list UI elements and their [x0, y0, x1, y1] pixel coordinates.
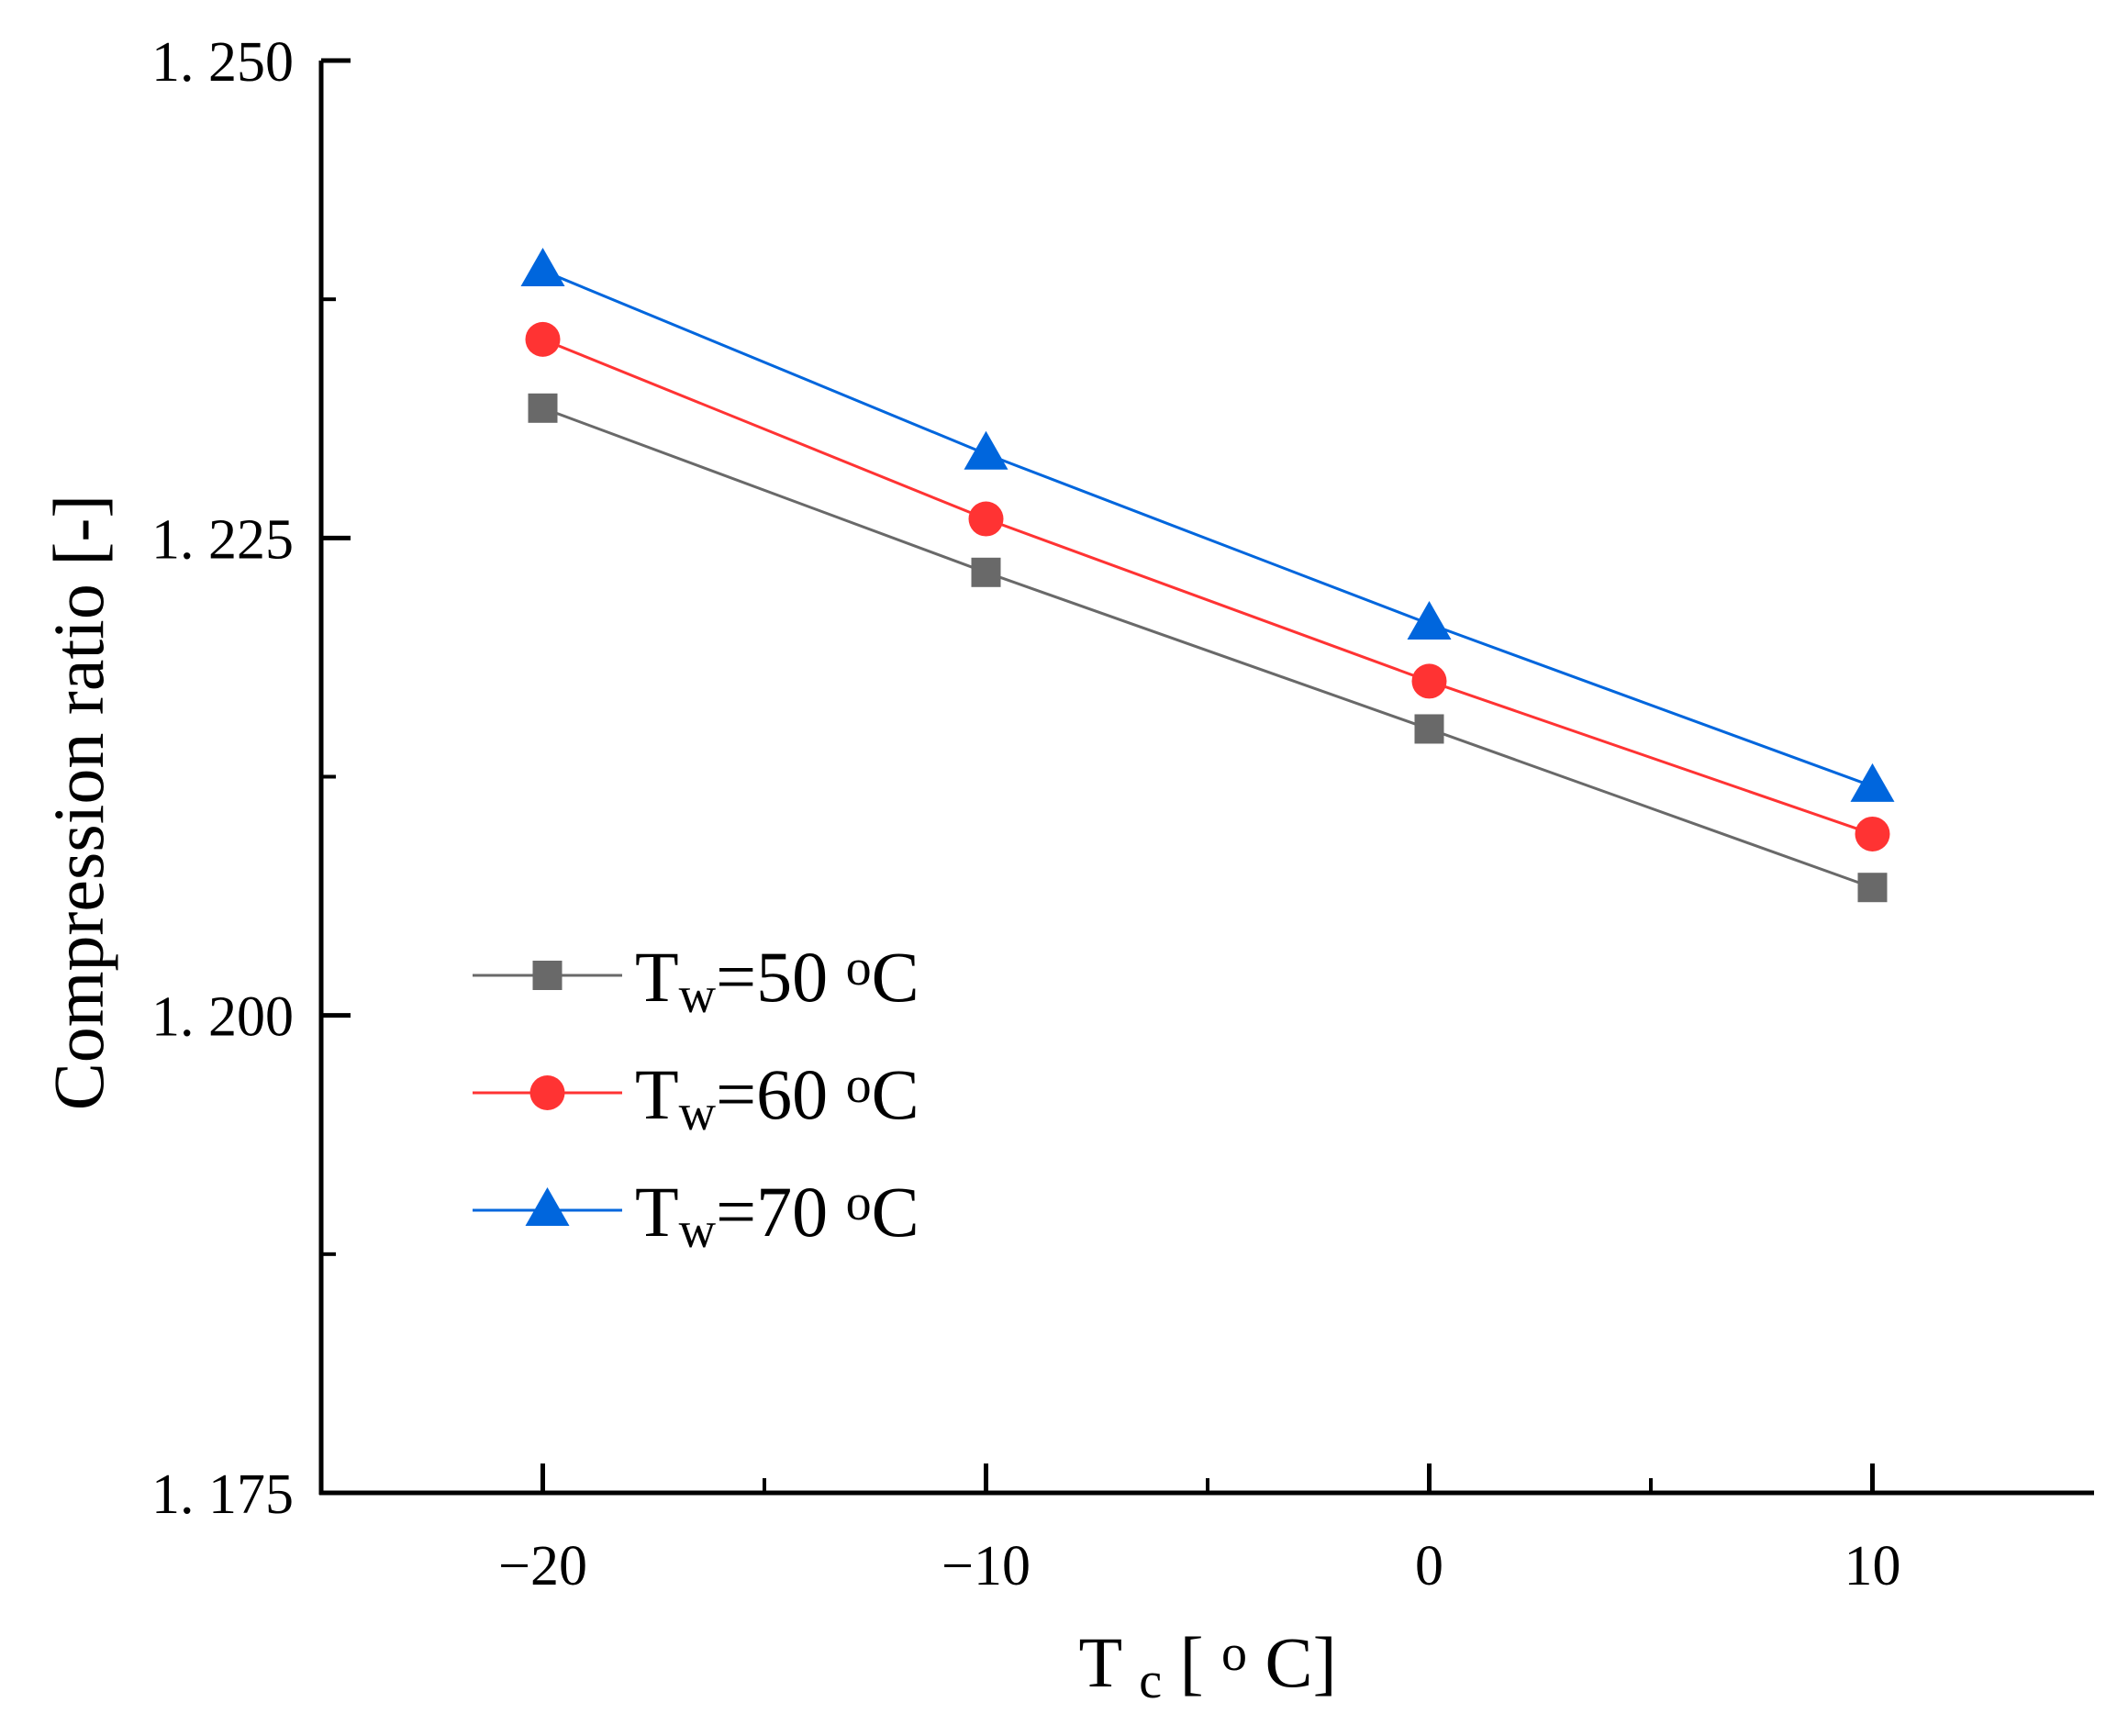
y-tick-label: 1. 200: [151, 986, 294, 1049]
data-point-triangle: [1850, 762, 1895, 802]
x-axis-title-sup: o: [1221, 1625, 1247, 1682]
legend-label: Tw=60 oC: [635, 1054, 919, 1141]
legend-entry-circle: Tw=60 oC: [473, 1054, 919, 1141]
data-point-square: [971, 557, 1001, 587]
legend-label: Tw=70 oC: [635, 1172, 919, 1259]
data-point-triangle: [1407, 600, 1452, 640]
series-layer: [520, 247, 1895, 903]
x-ticks: −20 −10 0 10: [498, 1463, 1901, 1597]
legend-entry-triangle: Tw=70 oC: [473, 1172, 919, 1259]
series-triangle: [520, 247, 1895, 802]
data-point-circle: [525, 321, 561, 357]
y-ticks: 1. 175 1. 200 1. 225 1. 250: [151, 31, 351, 1526]
data-point-circle: [968, 501, 1004, 537]
legend-marker-triangle: [525, 1187, 570, 1226]
x-tick-label: 10: [1844, 1535, 1901, 1597]
y-tick-label: 1. 225: [151, 508, 294, 571]
x-axis-title: T c [ o C]: [1078, 1622, 1336, 1709]
legend-entry-square: Tw=50 oC: [473, 937, 919, 1024]
data-point-circle: [1855, 816, 1890, 851]
series-square: [528, 393, 1888, 903]
series-line: [541, 338, 1873, 836]
x-axis-title-subscript: c: [1139, 1653, 1162, 1709]
legend: Tw=50 oC Tw=60 oC Tw=70 oC: [473, 937, 919, 1259]
axes: 1. 175 1. 200 1. 225 1. 250 −20 −10 0 10: [151, 31, 2094, 1597]
data-point-circle: [1411, 663, 1447, 699]
y-tick-label: 1. 175: [151, 1463, 294, 1526]
y-tick-label: 1. 250: [151, 31, 294, 94]
x-tick-label: −10: [942, 1535, 1031, 1597]
legend-label: Tw=50 oC: [635, 937, 919, 1024]
legend-marker-circle: [529, 1075, 565, 1110]
x-axis-title-pre: [: [1180, 1622, 1204, 1702]
data-point-square: [1414, 714, 1444, 744]
data-point-triangle: [520, 247, 565, 286]
data-point-triangle: [964, 430, 1008, 470]
series-line: [541, 269, 1874, 788]
x-tick-label: −20: [498, 1535, 587, 1597]
x-tick-label: 0: [1415, 1535, 1443, 1597]
series-line: [541, 406, 1874, 889]
x-axis-title-symbol: T: [1078, 1622, 1121, 1702]
y-axis-title: Compression ratio [-]: [39, 495, 118, 1111]
x-axis-title-post: C]: [1265, 1622, 1337, 1702]
data-point-square: [1857, 873, 1888, 903]
data-point-square: [528, 393, 558, 423]
series-circle: [525, 321, 1890, 851]
legend-marker-square: [532, 961, 563, 990]
